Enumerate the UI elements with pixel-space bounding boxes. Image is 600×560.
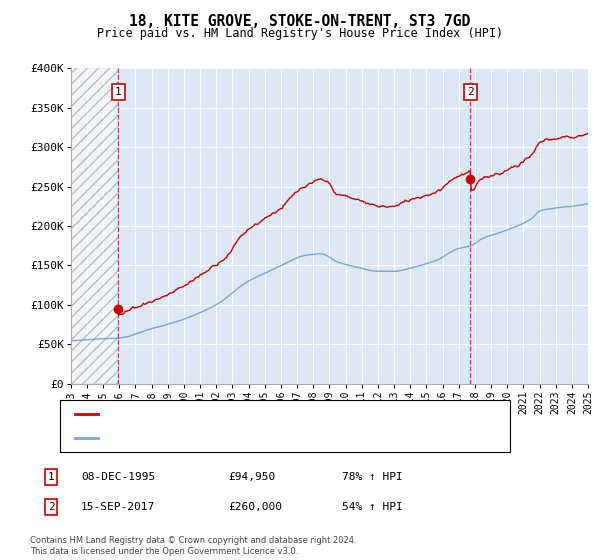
Text: Price paid vs. HM Land Registry's House Price Index (HPI): Price paid vs. HM Land Registry's House … <box>97 27 503 40</box>
Text: 15-SEP-2017: 15-SEP-2017 <box>81 502 155 512</box>
Text: 54% ↑ HPI: 54% ↑ HPI <box>342 502 403 512</box>
Text: 18, KITE GROVE, STOKE-ON-TRENT, ST3 7GD: 18, KITE GROVE, STOKE-ON-TRENT, ST3 7GD <box>130 14 470 29</box>
Text: Contains HM Land Registry data © Crown copyright and database right 2024.
This d: Contains HM Land Registry data © Crown c… <box>30 536 356 556</box>
Text: £260,000: £260,000 <box>228 502 282 512</box>
Text: 08-DEC-1995: 08-DEC-1995 <box>81 472 155 482</box>
Text: 18, KITE GROVE, STOKE-ON-TRENT, ST3 7GD (detached house): 18, KITE GROVE, STOKE-ON-TRENT, ST3 7GD … <box>99 409 449 419</box>
Text: £94,950: £94,950 <box>228 472 275 482</box>
Text: HPI: Average price, detached house, Stoke-on-Trent: HPI: Average price, detached house, Stok… <box>99 433 412 442</box>
Text: 1: 1 <box>115 87 122 97</box>
Text: 78% ↑ HPI: 78% ↑ HPI <box>342 472 403 482</box>
Text: 1: 1 <box>47 472 55 482</box>
Bar <box>71 68 118 384</box>
Text: 2: 2 <box>467 87 473 97</box>
Text: 2: 2 <box>47 502 55 512</box>
